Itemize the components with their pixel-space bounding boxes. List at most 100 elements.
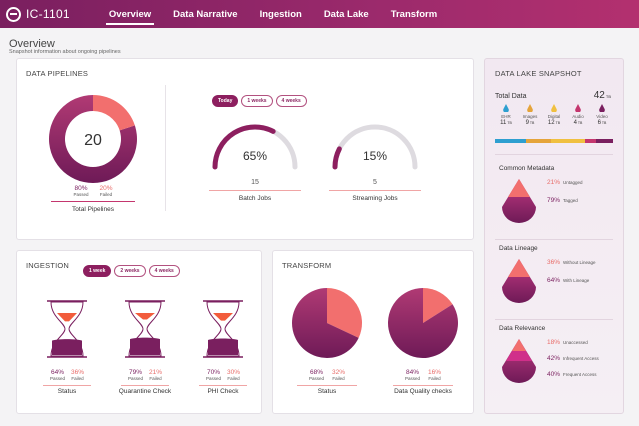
ingestion-title: INGESTION <box>26 261 70 270</box>
category-number: 6 <box>597 120 601 126</box>
failed-stat: 21% Failed <box>149 369 162 381</box>
failed-label: Failed <box>332 376 345 381</box>
drop-shape <box>599 104 605 112</box>
passed-pct: 68% <box>309 369 323 376</box>
filter-2-weeks[interactable]: 2 weeks <box>114 265 146 277</box>
drop-shape <box>527 104 533 112</box>
total-data-value: 42TB <box>594 90 611 101</box>
total-pipelines-donut: 20 <box>49 95 137 183</box>
row-label: Untagged <box>563 180 583 185</box>
page-subtitle: Snapshot information about ongoing pipel… <box>9 49 121 55</box>
distribution-segment <box>584 139 597 143</box>
tab-ingestion[interactable]: Ingestion <box>259 8 302 20</box>
failed-stat: 16% Failed <box>428 369 441 381</box>
pie-passed-slice <box>292 288 359 358</box>
total-data-number: 42 <box>593 90 605 101</box>
category-unit: TB <box>577 121 583 125</box>
total-pipelines-value: 20 <box>84 132 102 149</box>
streaming-jobs-pct: 15% <box>362 149 388 163</box>
lake-divider-1 <box>495 154 613 155</box>
category-name: Audio <box>572 114 584 119</box>
donut-passed-segment <box>49 95 137 183</box>
total-data-unit: TB <box>605 94 611 99</box>
failed-label: Failed <box>149 376 162 381</box>
category-name: Images <box>522 114 538 119</box>
drop-shape <box>575 104 581 112</box>
pie-chart <box>292 288 362 358</box>
category-value: 9TB <box>526 120 535 126</box>
filter-1-weeks[interactable]: 1 weeks <box>241 95 273 107</box>
hourglass-bottom-sand <box>208 338 238 355</box>
streaming-jobs-divider <box>329 190 421 191</box>
filter-today[interactable]: Today <box>212 95 239 107</box>
passed-label: Passed <box>308 376 324 381</box>
transform-title: TRANSFORM <box>282 261 332 270</box>
passed-pct: 64% <box>50 369 64 376</box>
row-pct: 36% <box>547 259 561 266</box>
category-number: 9 <box>525 120 529 126</box>
hourglass-stats: 79% Passed 21% Failed <box>117 369 173 381</box>
category-unit: TB <box>507 121 512 125</box>
passed-stat: 79% Passed <box>128 369 143 381</box>
passed-stat: 84% Passed <box>405 369 420 381</box>
row-label: Tagged <box>563 198 578 203</box>
hourglass-caption: Quarantine Check <box>118 388 172 395</box>
lineage-row: 36% Without Lineage <box>547 259 596 266</box>
failed-label: Failed <box>71 376 84 381</box>
tab-data-narrative[interactable]: Data Narrative <box>173 8 238 20</box>
drop-shape <box>551 104 557 112</box>
total-failed-pct: 20% <box>99 185 113 192</box>
total-pipelines-divider <box>51 201 135 202</box>
total-pipelines-stats: 80% Passed 20% Failed <box>68 185 118 197</box>
failed-pct: 21% <box>149 369 163 376</box>
pie-caption: Status <box>317 388 337 395</box>
failed-stat: 30% Failed <box>227 369 240 381</box>
hourglass-top-sand <box>213 313 233 321</box>
distribution-segment <box>495 139 526 143</box>
batch-jobs-gauge <box>212 124 298 170</box>
tab-transform[interactable]: Transform <box>390 8 438 20</box>
pie-stats: 84% Passed 16% Failed <box>385 369 461 381</box>
row-pct: 21% <box>547 179 561 186</box>
distribution-segment <box>525 139 552 143</box>
hourglass-caption: PHI Check <box>207 388 239 395</box>
total-pipelines-caption: Total Pipelines <box>72 206 114 213</box>
lineage-title: Data Lineage <box>499 245 538 252</box>
data-lake-title: DATA LAKE SNAPSHOT <box>495 69 582 78</box>
lake-divider <box>495 239 613 240</box>
tab-overview[interactable]: Overview <box>98 0 162 28</box>
drop-shape <box>503 104 509 112</box>
passed-label: Passed <box>127 376 143 381</box>
category-number: 12 <box>547 120 555 126</box>
lineage-row: 64% With Lineage <box>547 277 589 284</box>
passed-pct: 79% <box>128 369 142 376</box>
passed-label: Passed <box>49 376 65 381</box>
passed-stat: 64% Passed <box>50 369 65 381</box>
relevance-drop-icon <box>502 339 536 384</box>
drop-band-middle <box>506 351 532 361</box>
failed-pct: 30% <box>227 369 241 376</box>
pie-chart <box>388 288 458 358</box>
hourglass-divider <box>199 385 247 386</box>
filter-1-week[interactable]: 1 week <box>83 265 112 277</box>
main-nav: Overview Data Narrative Ingestion Data L… <box>98 0 448 28</box>
hourglass-1: 79% Passed 21% Failed Quarantine Check <box>117 299 173 411</box>
tab-data-lake[interactable]: Data Lake <box>323 8 369 20</box>
hourglass-top-sand <box>57 313 77 322</box>
pie-passed-slice <box>388 288 458 358</box>
metadata-row: 21% Untagged <box>547 179 583 186</box>
category-value: 12TB <box>548 120 560 126</box>
row-label: Infrequent Access <box>563 356 599 361</box>
failed-label: Failed <box>227 376 240 381</box>
pie-stats: 68% Passed 32% Failed <box>289 369 365 381</box>
app-logo[interactable]: IC-1101 <box>6 6 70 22</box>
hourglass-stats: 64% Passed 36% Failed <box>39 369 95 381</box>
filter-4-weeks-ingestion[interactable]: 4 weeks <box>148 265 180 277</box>
failed-stat: 36% Failed <box>71 369 84 381</box>
row-pct: 18% <box>547 339 561 346</box>
category-value: 11TB <box>500 120 512 126</box>
filter-4-weeks[interactable]: 4 weeks <box>275 95 307 107</box>
data-pipelines-card: DATA PIPELINES 20 80% Passed 20% Failed To… <box>16 58 474 240</box>
metadata-row: 79% Tagged <box>547 197 578 204</box>
hourglass-icon <box>47 300 87 358</box>
